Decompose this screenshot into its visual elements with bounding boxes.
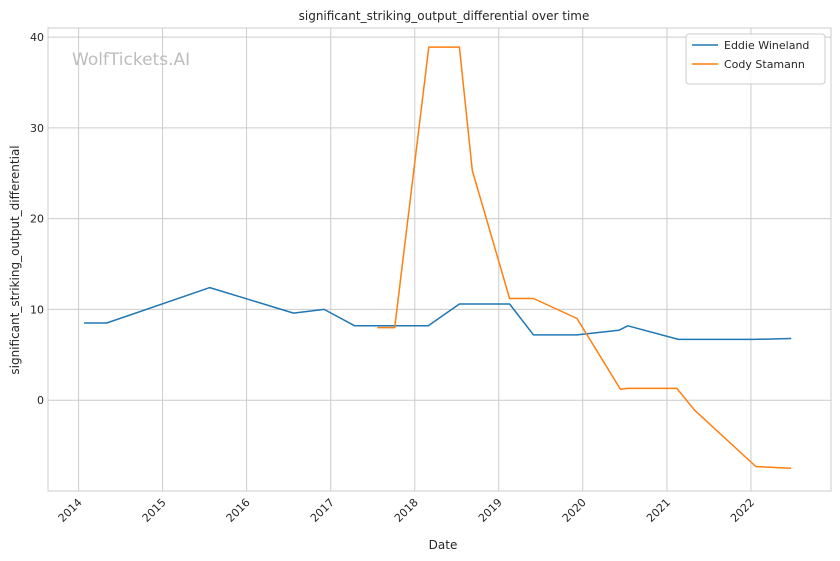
x-tick-label: 2017 bbox=[308, 496, 337, 525]
x-tick-label: 2018 bbox=[392, 496, 421, 525]
y-tick-label: 10 bbox=[30, 303, 44, 316]
x-tick-label: 2014 bbox=[56, 496, 85, 525]
y-tick-label: 40 bbox=[30, 31, 44, 44]
series-lines bbox=[84, 46, 792, 470]
y-tick-label: 30 bbox=[30, 122, 44, 135]
x-axis-title: Date bbox=[429, 538, 458, 552]
y-tick-label: 0 bbox=[37, 394, 44, 407]
legend-box bbox=[685, 33, 826, 85]
legend-label-eddie-wineland: Eddie Wineland bbox=[724, 39, 809, 52]
plot-area bbox=[47, 27, 832, 492]
y-tick-labels: 0 10 20 30 40 bbox=[30, 31, 44, 407]
legend: Eddie Wineland Cody Stamann bbox=[685, 33, 826, 85]
x-tick-label: 2020 bbox=[560, 496, 589, 525]
x-tick-label: 2016 bbox=[224, 496, 253, 525]
x-tick-labels: 2014 2015 2016 2017 2018 2019 2020 2021 2022 bbox=[56, 496, 757, 525]
series-line-cody-stamann bbox=[377, 46, 792, 470]
y-tick-label: 20 bbox=[30, 213, 44, 226]
legend-label-cody-stamann: Cody Stamann bbox=[724, 58, 805, 71]
series-line-eddie-wineland bbox=[84, 286, 792, 341]
y-axis-title: significant_striking_output_differential bbox=[8, 145, 22, 374]
x-tick-label: 2022 bbox=[728, 496, 757, 525]
chart-title: significant_striking_output_differential… bbox=[299, 9, 590, 23]
x-tick-label: 2021 bbox=[644, 496, 673, 525]
watermark: WolfTickets.AI bbox=[72, 50, 190, 70]
x-tick-label: 2015 bbox=[140, 496, 169, 525]
x-tick-label: 2019 bbox=[476, 496, 505, 525]
